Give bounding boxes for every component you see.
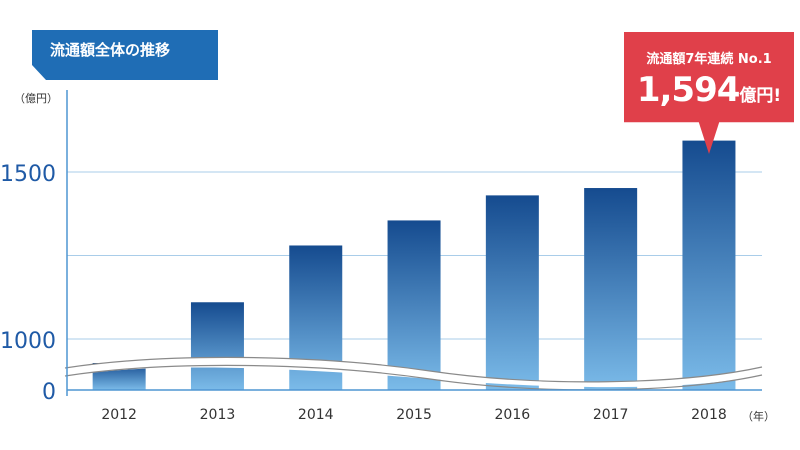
axis-break-line-bottom: [64, 364, 763, 391]
x-tick-label-2016: 2016: [495, 407, 531, 423]
callout-exclamation: !: [773, 86, 782, 106]
bar-2017: [584, 188, 638, 390]
x-axis-unit-label: （年）: [742, 410, 775, 423]
x-tick-label-2017: 2017: [593, 407, 629, 423]
callout-figure: 1,594億円!: [624, 70, 794, 110]
bar-2013: [190, 302, 244, 390]
y-tick-label-0: 0: [42, 380, 56, 405]
x-tick-label-2012: 2012: [101, 407, 137, 423]
callout-unit: 億円: [739, 86, 774, 106]
x-tick-label-2015: 2015: [396, 407, 432, 423]
x-tick-label-2018: 2018: [691, 407, 727, 423]
y-axis-unit-label: （億円）: [14, 92, 58, 105]
callout-value: 1,594: [636, 70, 741, 110]
bar-2018: [682, 140, 736, 390]
bar-2015: [387, 220, 441, 390]
axis-break-line-top: [64, 356, 763, 383]
chart-title-badge: 流通額全体の推移: [32, 30, 218, 80]
x-tick-label-2013: 2013: [200, 407, 236, 423]
chart-title: 流通額全体の推移: [50, 41, 171, 59]
axis-break-band: [65, 357, 762, 388]
bar-2016: [485, 195, 539, 390]
callout-headline: 流通額7年連続 No.1: [646, 52, 772, 67]
y-tick-label-1500: 1500: [0, 162, 56, 187]
y-tick-label-1000: 1000: [0, 329, 56, 354]
x-tick-label-2014: 2014: [298, 407, 334, 423]
